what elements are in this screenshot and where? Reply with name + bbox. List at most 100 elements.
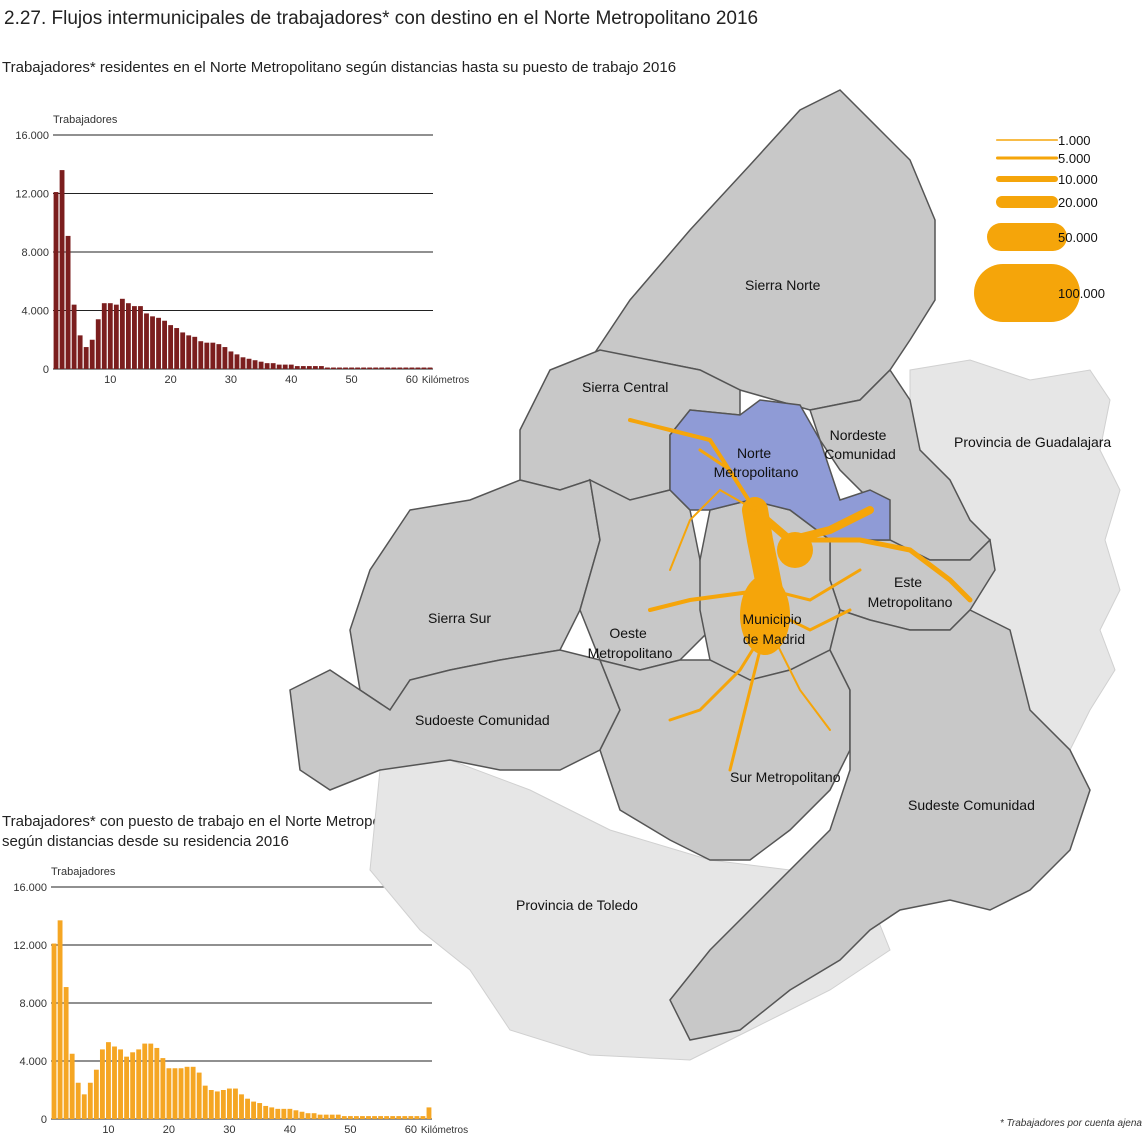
bar: [63, 987, 69, 1119]
x-tick-label-1: 20: [164, 374, 176, 386]
bar: [222, 347, 228, 369]
bar: [204, 342, 210, 369]
y-tick-label-0: 0: [41, 1114, 47, 1126]
x-tick-label-4: 50: [345, 374, 357, 386]
bar: [396, 1116, 402, 1119]
bar: [270, 363, 276, 369]
bar: [390, 1116, 396, 1119]
bar: [51, 943, 57, 1119]
bar: [57, 920, 63, 1119]
bar: [287, 1108, 293, 1119]
bar: [99, 1049, 105, 1119]
bar: [257, 1103, 263, 1119]
bar: [184, 1066, 190, 1119]
bar: [233, 1088, 238, 1119]
y-axis-label: Trabajadores: [53, 114, 118, 126]
bar: [130, 1052, 136, 1119]
bar: [264, 363, 270, 369]
bar: [150, 316, 155, 369]
bar: [202, 1085, 208, 1119]
bar: [113, 304, 119, 369]
bar: [142, 1043, 148, 1119]
bar: [366, 1116, 371, 1119]
bar: [75, 1082, 81, 1119]
legend-symbol-5: [974, 264, 1080, 322]
bar: [385, 367, 391, 369]
bar: [190, 1066, 196, 1119]
chart1-residence-distances: 0 4.000 8.000 12.000 16.000 Trabajadores 10 20 3…: [15, 114, 469, 386]
bar: [160, 1058, 166, 1119]
label-sudoeste: Sudoeste Comunidad: [415, 712, 550, 728]
bar: [397, 367, 403, 369]
label-sierra-central: Sierra Central: [582, 379, 668, 395]
map: Sierra Norte Sierra Central Norte Metrop…: [289, 89, 1121, 1061]
bar: [125, 303, 131, 369]
bar: [81, 1094, 87, 1119]
bar: [87, 1082, 93, 1119]
bar: [192, 336, 198, 369]
bar: [93, 1069, 99, 1119]
bar: [234, 354, 240, 369]
y-tick-label-2: 8.000: [19, 998, 47, 1010]
label-sierra-sur: Sierra Sur: [428, 610, 491, 626]
bar: [282, 364, 288, 369]
bar: [349, 367, 354, 369]
bar: [168, 325, 174, 369]
label-norte-line1: Norte: [737, 445, 771, 461]
bar: [391, 367, 397, 369]
bar: [426, 1107, 432, 1119]
legend-label-1: 5.000: [1058, 151, 1091, 166]
bar: [329, 1114, 335, 1119]
bar: [162, 320, 168, 369]
bar: [228, 351, 234, 369]
bar: [226, 1088, 232, 1119]
legend-symbol-2: [996, 176, 1058, 182]
bar: [246, 358, 252, 369]
bar: [124, 1056, 130, 1119]
y-tick-label-0: 0: [43, 364, 49, 376]
bar: [178, 1068, 184, 1119]
bar: [341, 1116, 347, 1119]
bar: [331, 367, 336, 369]
bar: [258, 361, 264, 369]
bar: [421, 367, 427, 369]
bar: [59, 170, 65, 369]
bar: [239, 1094, 244, 1119]
bar: [384, 1116, 390, 1119]
bar: [409, 367, 415, 369]
bar: [77, 335, 83, 369]
bar: [144, 313, 149, 369]
legend-label-3: 20.000: [1058, 195, 1098, 210]
legend-label-4: 50.000: [1058, 230, 1098, 245]
y-tick-label-2: 8.000: [21, 247, 49, 259]
bar: [252, 360, 258, 369]
chart1-title: Trabajadores* residentes en el Norte Met…: [2, 59, 677, 76]
bar: [305, 1113, 311, 1119]
flow-madrid-blob: [740, 575, 790, 655]
bar: [347, 1116, 353, 1119]
bar: [186, 335, 192, 369]
page-title: 2.27. Flujos intermunicipales de trabaja…: [4, 8, 759, 29]
bar: [361, 367, 367, 369]
bar: [174, 328, 180, 369]
legend-symbol-0: [996, 139, 1058, 141]
bar: [210, 342, 216, 369]
chart2-workplace-distances: 0 4.000 8.000 12.000 16.000 Trabajadores 10 20 3…: [13, 866, 468, 1135]
x-tick-label-0: 10: [102, 1124, 114, 1135]
footnote: * Trabajadores por cuenta ajena: [999, 1118, 1142, 1129]
bar: [198, 341, 204, 369]
label-nordeste: Nordeste Comunidad: [824, 427, 896, 462]
x-tick-label-5: 60: [406, 374, 418, 386]
bar: [216, 344, 222, 369]
bar: [288, 364, 294, 369]
bar: [89, 339, 95, 369]
bar: [335, 1114, 341, 1119]
legend-symbol-1: [996, 156, 1058, 160]
bar: [101, 303, 107, 369]
x-tick-label-1: 20: [163, 1124, 175, 1135]
flow-lines: [628, 418, 973, 772]
bar: [166, 1068, 172, 1119]
bar: [95, 319, 101, 369]
bar: [323, 1114, 329, 1119]
bar: [415, 367, 421, 369]
